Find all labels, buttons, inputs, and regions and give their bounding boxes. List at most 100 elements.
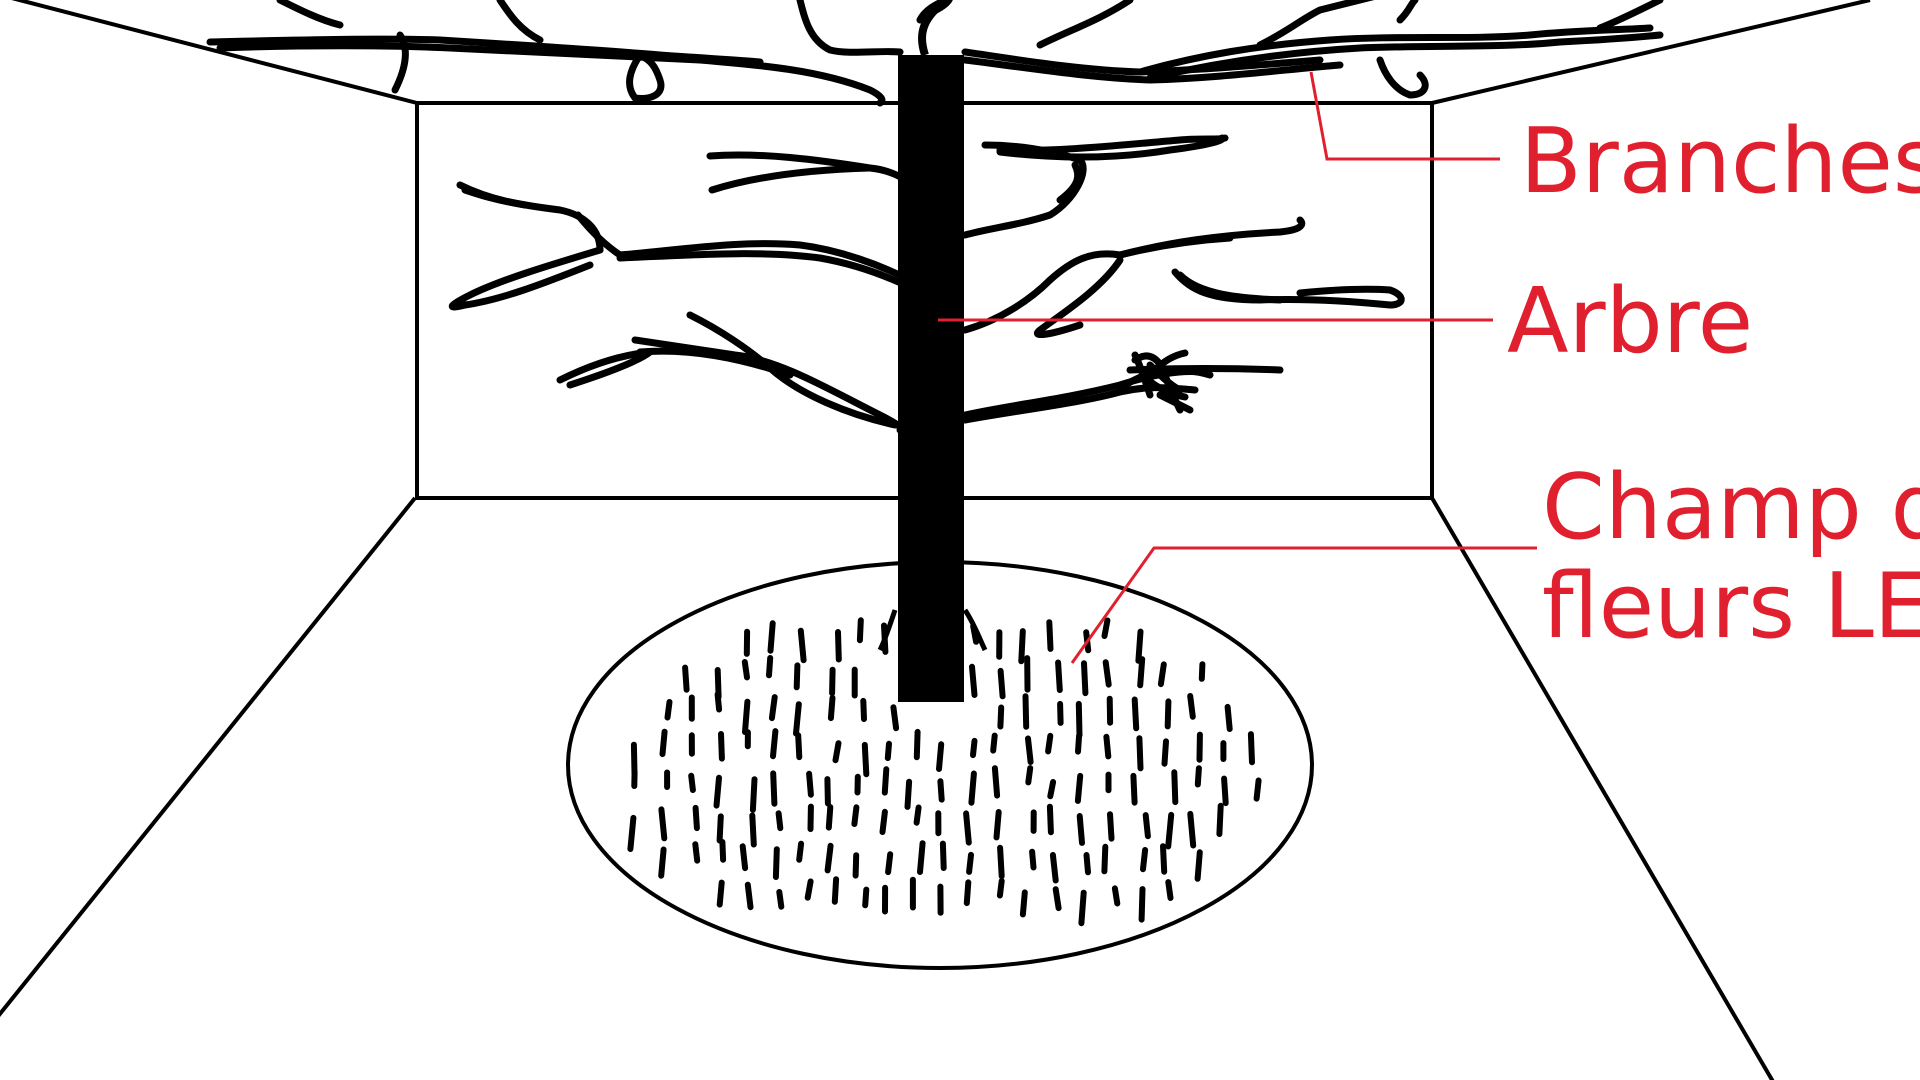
flower-dash xyxy=(968,770,977,806)
flower-dash xyxy=(688,772,696,793)
flower-dash xyxy=(1130,772,1138,806)
flower-dash xyxy=(776,889,785,910)
flower-dash xyxy=(1103,733,1112,760)
flower-dash xyxy=(1131,696,1140,732)
flower-dash xyxy=(1074,772,1084,804)
flower-dash xyxy=(852,852,860,879)
flower-dash xyxy=(884,740,892,762)
flower-dash xyxy=(692,804,700,832)
flower-dash xyxy=(1047,779,1057,800)
flower-dash xyxy=(1075,700,1083,739)
flower-dash xyxy=(879,808,888,835)
flower-dash xyxy=(682,664,690,693)
flower-dash xyxy=(1101,843,1109,875)
flower-dash xyxy=(1247,731,1255,766)
flower-dash xyxy=(936,741,945,772)
flower-dash xyxy=(881,766,890,796)
flower-dash xyxy=(775,810,784,832)
flower-dash xyxy=(831,876,840,905)
flower-dash xyxy=(1136,735,1144,772)
flower-dash xyxy=(1164,698,1172,730)
flower-dash xyxy=(1049,852,1059,884)
floor-edge-right xyxy=(1430,496,1775,1080)
flower-dash xyxy=(970,737,978,759)
flower-dash xyxy=(1078,889,1087,927)
annotation-lines xyxy=(938,71,1537,664)
flower-dash xyxy=(963,810,972,846)
flower-dash xyxy=(659,728,668,758)
flower-dash xyxy=(713,774,722,809)
flower-dash xyxy=(793,662,801,691)
flower-dash xyxy=(1081,660,1089,697)
flower-dash xyxy=(692,841,701,864)
flower-dash xyxy=(904,778,913,810)
flower-dash xyxy=(1107,811,1115,842)
flower-dash xyxy=(861,741,870,778)
flower-dash xyxy=(824,842,834,874)
flower-dash xyxy=(1165,811,1175,850)
flower-dash xyxy=(658,846,667,879)
flower-dash xyxy=(862,886,870,909)
flower-dash xyxy=(1140,847,1149,873)
flower-dash xyxy=(739,843,749,872)
flower-dash xyxy=(1216,802,1224,837)
flower-dash xyxy=(1046,619,1054,652)
label-branches: Branches xyxy=(1520,109,1920,214)
flower-dash xyxy=(827,694,836,722)
flower-dash xyxy=(716,813,724,844)
flower-dash xyxy=(1029,848,1037,871)
flower-dash xyxy=(627,814,637,852)
flower-dash xyxy=(767,620,776,654)
ceiling-edge-right xyxy=(1431,0,1871,105)
flower-dash xyxy=(829,666,836,697)
flower-dash xyxy=(1135,628,1144,664)
tree-trunk xyxy=(877,0,988,702)
flower-dash xyxy=(1221,775,1229,807)
flower-dash xyxy=(1160,843,1168,875)
flower-dash xyxy=(719,839,727,863)
flower-dash xyxy=(1194,765,1202,788)
flower-dash xyxy=(630,741,638,777)
flower-dash xyxy=(796,840,805,863)
flower-dash xyxy=(718,731,725,762)
flower-dash xyxy=(772,846,780,880)
flower-dash xyxy=(716,879,725,908)
flower-dash xyxy=(991,765,1001,799)
flower-dash xyxy=(795,732,803,761)
flower-dash xyxy=(741,659,750,681)
flower-dash xyxy=(997,704,1005,730)
label-tree: Arbre xyxy=(1507,269,1753,374)
flower-dash xyxy=(1138,886,1146,923)
label-flower-field-line2: fleurs LED xyxy=(1542,554,1920,659)
flower-dash xyxy=(996,878,1005,899)
flower-dash xyxy=(835,629,842,663)
flower-dash xyxy=(851,804,860,827)
flower-dash xyxy=(742,698,751,735)
flower-dash xyxy=(937,778,945,803)
floor-edge-left xyxy=(0,496,417,1017)
flower-dash xyxy=(1171,769,1179,806)
flower-dash xyxy=(1102,659,1112,688)
flower-dash xyxy=(768,694,778,722)
flower-dash xyxy=(1137,656,1146,689)
branches-leader-line xyxy=(1309,71,1500,161)
flower-dash xyxy=(997,667,1006,700)
flower-dash xyxy=(658,806,668,842)
flower-dash xyxy=(913,804,922,826)
flower-dash xyxy=(890,704,900,732)
flower-dash xyxy=(664,699,673,721)
flower-dash xyxy=(939,840,947,871)
flower-dash xyxy=(885,851,894,876)
flower-dash xyxy=(1025,735,1034,765)
flower-dash xyxy=(832,740,842,764)
flower-dash xyxy=(797,627,807,664)
flower-field-dashes xyxy=(627,617,1262,927)
flower-dash xyxy=(1019,889,1028,918)
flower-dash xyxy=(1052,886,1062,912)
flower-dash xyxy=(1157,661,1167,688)
flower-dash xyxy=(856,617,864,644)
flower-dash xyxy=(714,691,723,713)
flower-dash xyxy=(1057,700,1064,726)
flower-dash xyxy=(997,844,1005,880)
